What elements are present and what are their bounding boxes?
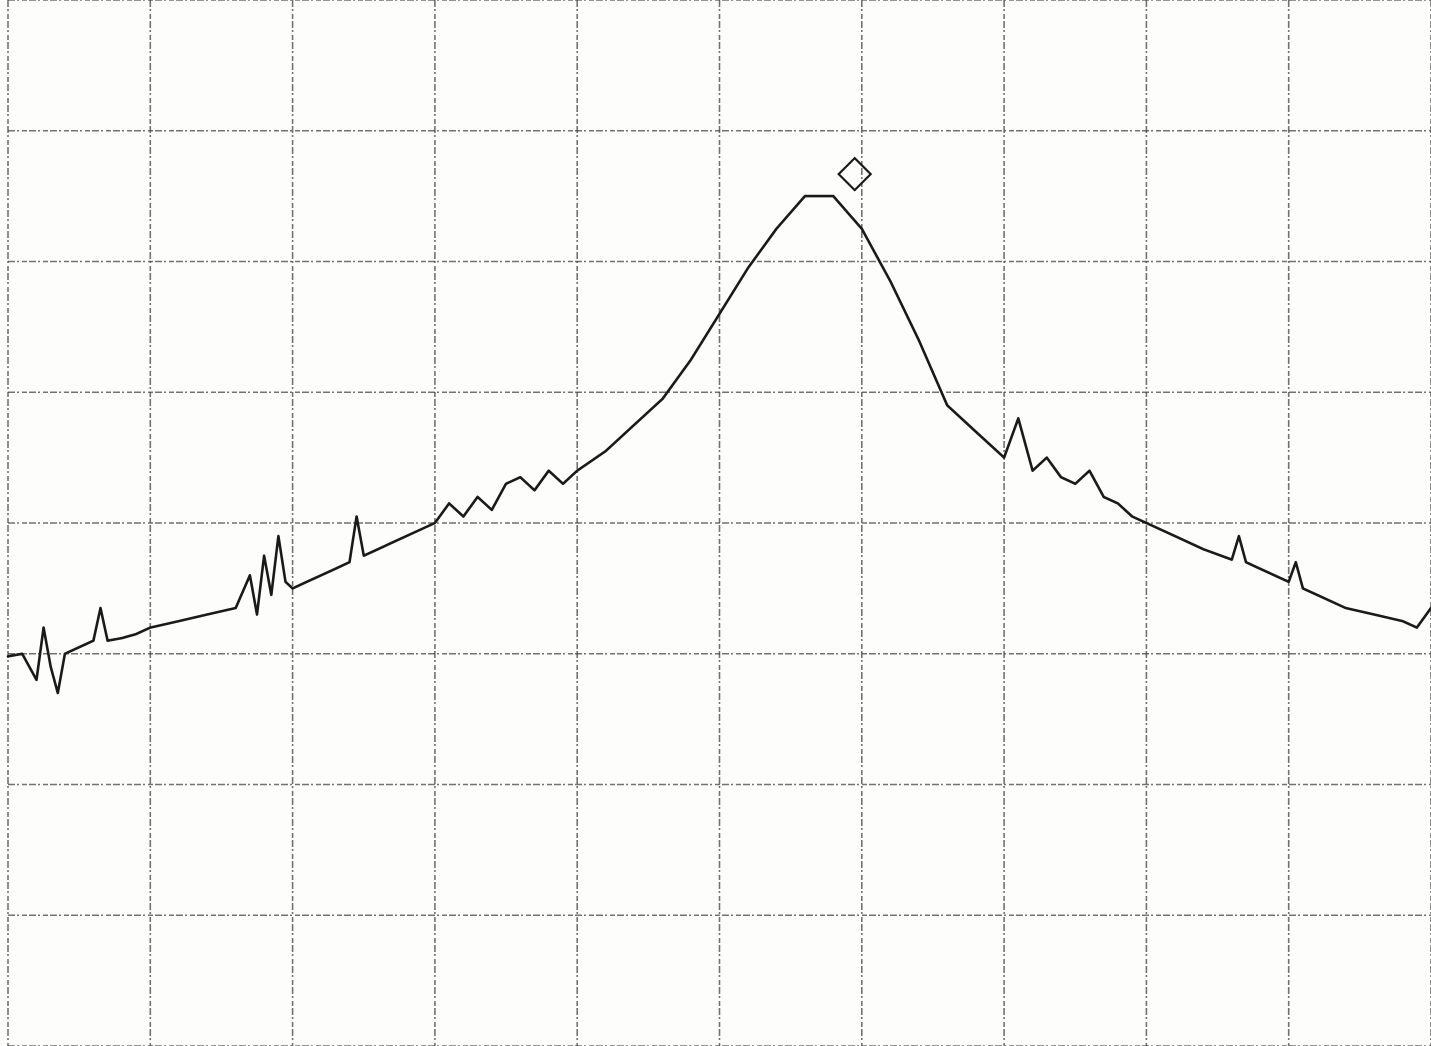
series-line-1	[6, 194, 1431, 695]
trace-layer	[6, 194, 1431, 695]
peak-marker-diamond	[837, 156, 873, 192]
marker-layer	[837, 156, 873, 192]
grid	[7, 0, 1431, 1046]
